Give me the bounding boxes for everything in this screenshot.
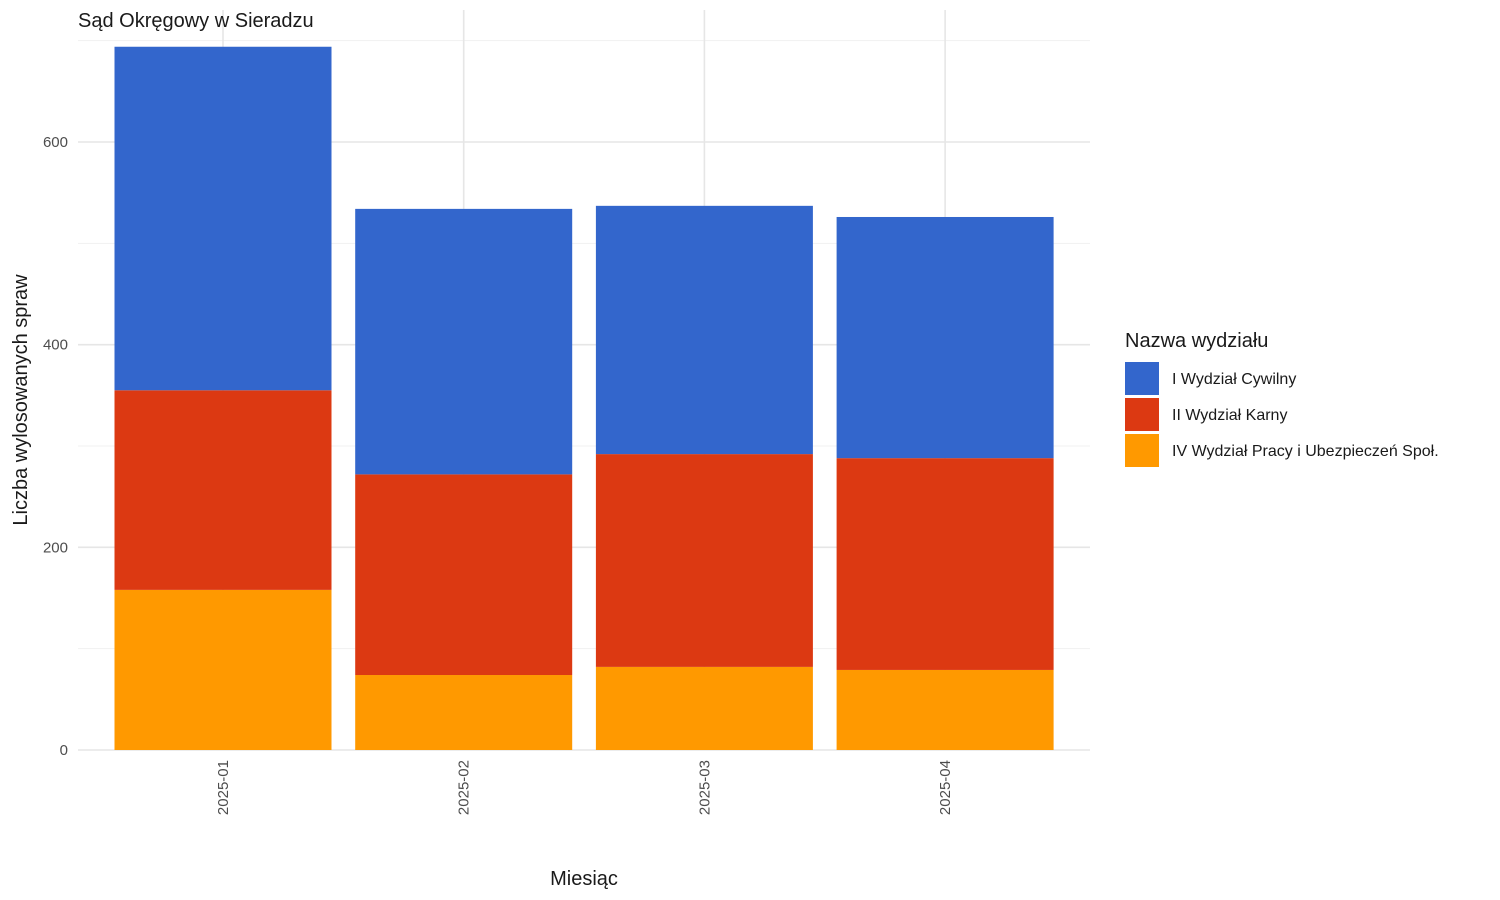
bar-segment xyxy=(114,46,332,391)
x-tick-label: 2025-02 xyxy=(456,760,473,815)
legend-swatch xyxy=(1125,434,1159,467)
x-axis-ticks: 2025-01 2025-02 2025-03 2025-04 xyxy=(215,760,954,815)
bar-segment xyxy=(114,589,332,750)
bar-segment xyxy=(114,390,332,590)
bar-segment xyxy=(836,458,1054,670)
y-tick-label: 600 xyxy=(43,134,68,151)
legend: Nazwa wydziału I Wydział Cywilny II Wydzi… xyxy=(1125,330,1439,467)
bar-segment xyxy=(355,675,573,750)
bar-segment xyxy=(595,205,813,455)
bars xyxy=(114,46,1054,750)
legend-swatch xyxy=(1125,362,1159,395)
bar-segment xyxy=(836,669,1054,750)
y-tick-label: 400 xyxy=(43,337,68,354)
bar-segment xyxy=(595,666,813,750)
x-axis-title: Miesiąc xyxy=(550,868,618,890)
chart-title: Sąd Okręgowy w Sieradzu xyxy=(78,10,314,32)
y-axis-ticks: 0 200 400 600 xyxy=(43,134,68,759)
legend-label: II Wydział Karny xyxy=(1172,407,1287,424)
y-tick-label: 200 xyxy=(43,539,68,556)
x-tick-label: 2025-04 xyxy=(937,760,954,815)
y-axis-title: Liczba wylosowanych spraw xyxy=(10,274,32,526)
y-tick-label: 0 xyxy=(60,742,68,759)
x-tick-label: 2025-01 xyxy=(215,760,232,815)
bar-segment xyxy=(355,474,573,676)
legend-title: Nazwa wydziału xyxy=(1125,330,1268,352)
bar-segment xyxy=(355,208,573,475)
bar-segment xyxy=(836,216,1054,459)
bar-segment xyxy=(595,454,813,667)
x-tick-label: 2025-03 xyxy=(696,760,713,815)
legend-label: I Wydział Cywilny xyxy=(1172,371,1296,388)
legend-swatch xyxy=(1125,398,1159,431)
legend-label: IV Wydział Pracy i Ubezpieczeń Społ. xyxy=(1172,443,1439,460)
